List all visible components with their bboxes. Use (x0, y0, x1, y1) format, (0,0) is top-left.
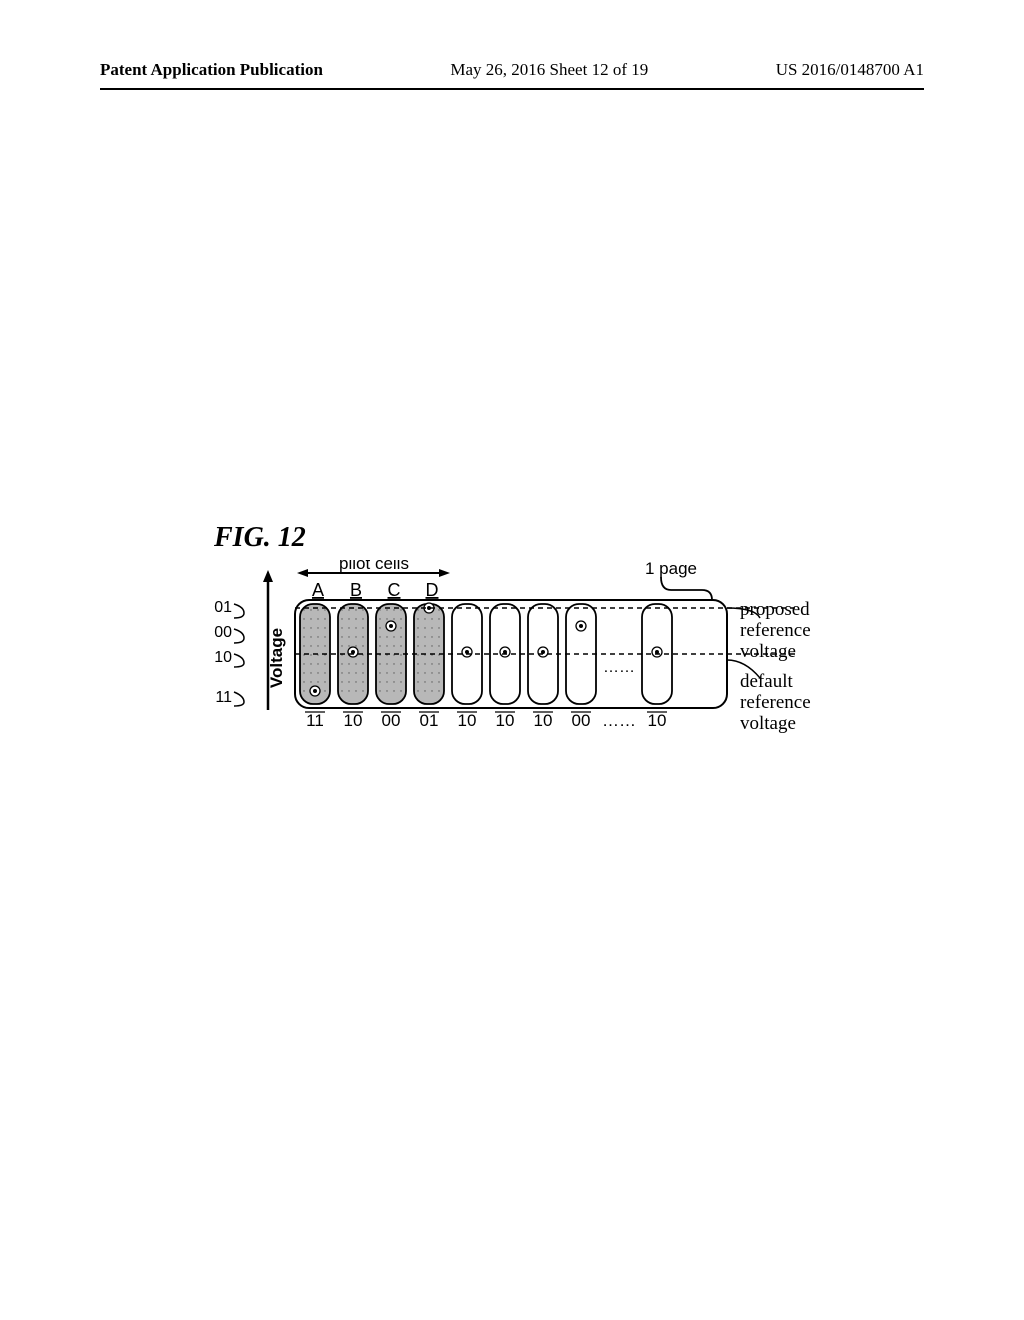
page-label: 1 page (645, 560, 697, 578)
header-left: Patent Application Publication (100, 60, 323, 80)
cell-bottom-value: 01 (420, 711, 439, 730)
header-divider (100, 88, 924, 90)
data-cell (566, 604, 596, 704)
ytick-10: 10 (214, 649, 232, 666)
page-header: Patent Application Publication May 26, 2… (100, 60, 924, 80)
cells-ellipsis: …… (603, 659, 635, 676)
ytick-01: 01 (214, 599, 232, 616)
page-extent: 1 page (645, 560, 712, 600)
col-D: D (426, 580, 439, 600)
col-B: B (350, 580, 362, 600)
col-A: A (312, 580, 324, 600)
cell-bottom-value: 10 (496, 711, 515, 730)
cell-bottom-value: 10 (648, 711, 667, 730)
ytick-11: 11 (215, 689, 232, 706)
cell-bottom-value: 10 (534, 711, 553, 730)
col-C: C (388, 580, 401, 600)
cell-bottom-value: 10 (344, 711, 363, 730)
header-center: May 26, 2016 Sheet 12 of 19 (450, 60, 648, 80)
pilot-cells-arrow: pilot cells (297, 560, 450, 577)
cell-bottom-value: 11 (306, 711, 324, 730)
proposed-ref-label: proposed reference voltage (740, 600, 811, 663)
cell-bottom-value: …… (602, 711, 636, 730)
cell-bottom-value: 10 (458, 711, 477, 730)
cell-bottom-value: 00 (382, 711, 401, 730)
header-right: US 2016/0148700 A1 (776, 60, 924, 80)
ytick-00: 00 (214, 624, 232, 641)
cell-bottom-value: 00 (572, 711, 591, 730)
y-axis-label: Voltage (267, 628, 286, 688)
figure-label: FIG. 12 (214, 522, 306, 554)
pilot-cells-label: pilot cells (339, 560, 409, 573)
default-ref-label: default reference voltage (740, 672, 811, 735)
